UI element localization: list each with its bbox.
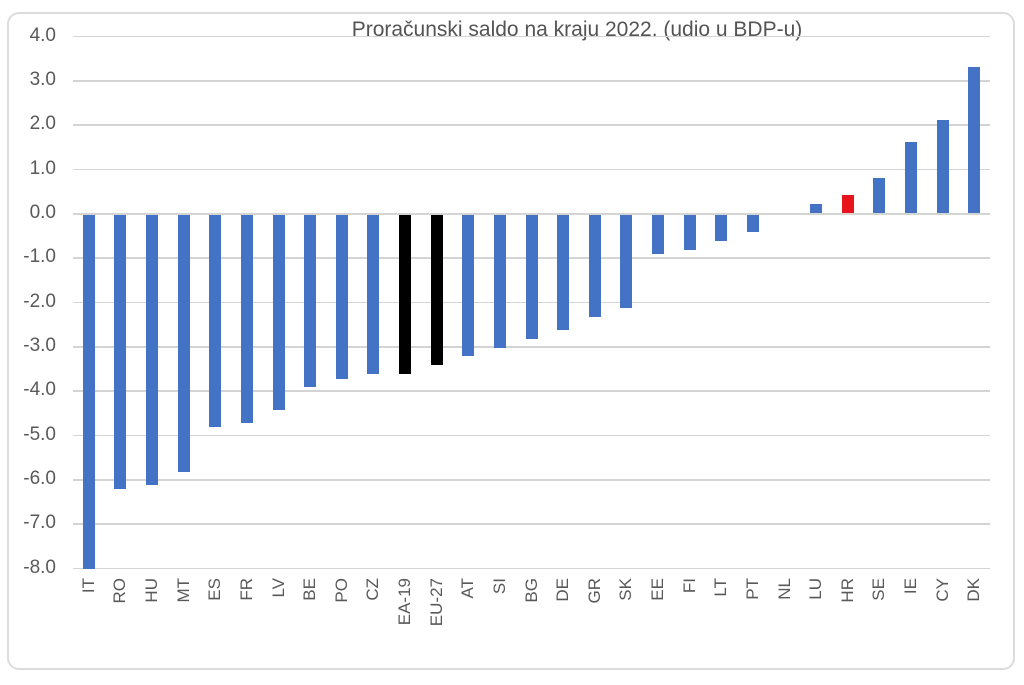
y-tick-label-4.0: 4.0 <box>29 24 56 46</box>
y-tick-label--3.0: -3.0 <box>23 335 56 356</box>
x-tick-label-si: SI <box>489 578 509 595</box>
x-tick-label-po: PO <box>331 578 351 603</box>
x-tick-label-de: DE <box>553 578 573 602</box>
bar-cz <box>367 214 380 375</box>
y-tick-label-1.0: 1.0 <box>29 157 56 179</box>
x-tick-label-ea-19: EA-19 <box>395 578 414 626</box>
gridline--7.0 <box>73 523 990 525</box>
y-tick-label-3.0: 3.0 <box>29 69 56 90</box>
y-tick-label--4.0: -4.0 <box>23 379 56 401</box>
x-tick-label-be: BE <box>300 578 320 601</box>
x-tick-label-hr: HR <box>837 578 857 603</box>
bar-de <box>557 214 570 330</box>
x-tick-label-pt: PT <box>742 578 762 600</box>
gridline--8.0 <box>73 567 990 570</box>
bar-hr <box>841 195 854 213</box>
bar-gr <box>588 214 601 317</box>
x-tick-label-lt: LT <box>711 578 731 597</box>
gridline--5.0 <box>73 434 990 437</box>
bar-es <box>209 214 222 428</box>
bar-ie <box>904 142 917 213</box>
x-tick-label-es: ES <box>205 578 225 601</box>
bar-eu-27 <box>430 214 443 366</box>
bar-ea-19 <box>399 214 411 375</box>
x-tick-label-it: IT <box>78 578 98 594</box>
x-tick-label-hu: HU <box>142 578 162 603</box>
bar-dk <box>968 66 981 213</box>
bar-fi <box>683 214 696 250</box>
x-tick-label-gr: GR <box>584 578 604 604</box>
bar-be <box>304 214 317 388</box>
x-tick-label-dk: DK <box>964 578 984 602</box>
y-tick-label--2.0: -2.0 <box>23 290 56 312</box>
x-tick-label-se: SE <box>869 578 889 601</box>
x-tick-label-bg: BG <box>521 578 541 603</box>
bar-lv <box>272 214 285 410</box>
x-tick-label-at: AT <box>458 578 478 599</box>
bar-sk <box>620 214 633 308</box>
x-tick-label-lv: LV <box>268 578 288 598</box>
y-tick-label--5.0: -5.0 <box>23 423 56 445</box>
bar-lu <box>810 204 823 213</box>
y-tick-label-2.0: 2.0 <box>29 113 56 135</box>
bar-mt <box>177 214 190 472</box>
gridline-4.0 <box>73 35 990 38</box>
bar-it <box>82 214 95 570</box>
bar-ro <box>114 214 127 490</box>
x-tick-label-ee: EE <box>648 578 667 601</box>
y-tick-label--6.0: -6.0 <box>23 468 56 489</box>
chart-frame <box>7 12 1015 670</box>
x-tick-label-cy: CY <box>932 578 952 602</box>
x-tick-label-eu-27: EU-27 <box>426 578 446 627</box>
x-tick-label-ro: RO <box>110 578 130 604</box>
x-tick-label-lu: LU <box>806 578 826 600</box>
y-tick-label-0.0: 0.0 <box>29 202 56 223</box>
bar-lt <box>715 214 728 242</box>
gridline-3.0 <box>73 80 990 82</box>
y-tick-label--8.0: -8.0 <box>23 556 56 578</box>
bar-pt <box>746 214 759 233</box>
bar-hu <box>146 214 159 485</box>
bar-cy <box>936 119 949 213</box>
bar-po <box>335 214 348 379</box>
x-tick-label-fi: FI <box>679 578 699 594</box>
x-tick-label-nl: NL <box>774 578 794 600</box>
bar-si <box>493 214 506 348</box>
x-tick-label-cz: CZ <box>363 578 383 601</box>
chart-title: Proračunski saldo na kraju 2022. (udio u… <box>351 18 803 41</box>
gridline--4.0 <box>73 390 990 392</box>
x-tick-label-ie: IE <box>900 578 920 595</box>
bar-at <box>462 214 475 357</box>
gridline-0.0 <box>73 213 990 215</box>
bar-bg <box>525 214 538 339</box>
gridline-2.0 <box>73 124 990 126</box>
bar-fr <box>240 214 253 423</box>
bar-se <box>873 177 886 213</box>
gridline-1.0 <box>73 168 990 171</box>
bar-ee <box>652 214 664 255</box>
x-tick-label-fr: FR <box>236 578 256 601</box>
x-tick-label-sk: SK <box>616 578 636 601</box>
gridline--3.0 <box>73 346 990 348</box>
gridline--6.0 <box>73 479 990 481</box>
x-tick-label-mt: MT <box>173 578 193 603</box>
y-tick-label--7.0: -7.0 <box>23 512 56 534</box>
y-tick-label--1.0: -1.0 <box>23 246 56 268</box>
